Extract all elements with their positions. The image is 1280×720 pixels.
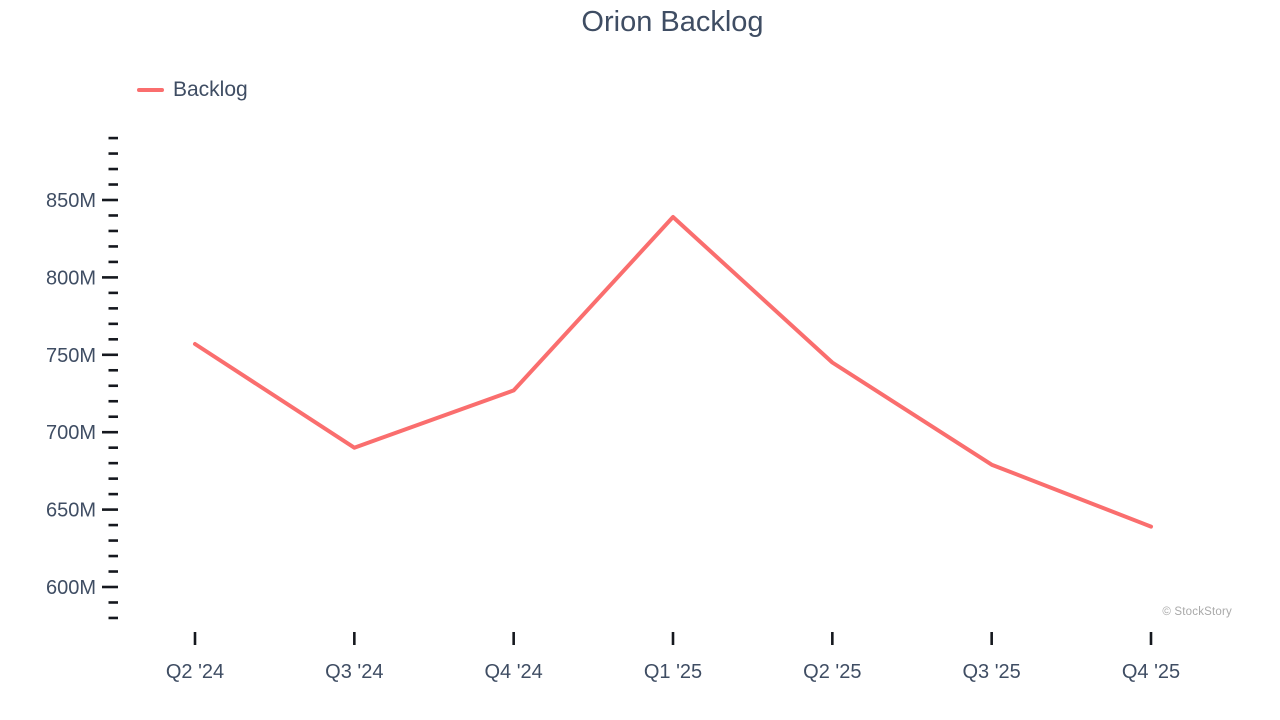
x-axis-tick-label: Q1 '25 [644,661,702,683]
y-axis-tick-label: 650M [46,500,96,522]
x-axis-tick-label: Q4 '24 [485,661,543,683]
y-axis-tick-label: 800M [46,267,96,289]
series-line-backlog [193,215,1153,529]
x-axis-tick-label: Q3 '25 [963,661,1021,683]
y-axis-tick-label: 850M [46,190,96,212]
y-axis-tick-label: 600M [46,577,96,599]
watermark-credit: © StockStory [1162,606,1232,618]
legend-item-backlog[interactable]: Backlog [137,78,248,102]
x-axis-tick-label: Q2 '25 [803,661,861,683]
x-axis-tick-label: Q4 '25 [1122,661,1180,683]
legend-line-swatch [137,88,164,92]
x-axis-tick-label: Q2 '24 [166,661,224,683]
legend-label: Backlog [173,78,248,101]
x-axis-tick-label: Q3 '24 [325,661,383,683]
y-axis-tick-label: 700M [46,422,96,444]
y-axis-tick-label: 750M [46,345,96,367]
chart-title: Orion Backlog [581,6,764,38]
